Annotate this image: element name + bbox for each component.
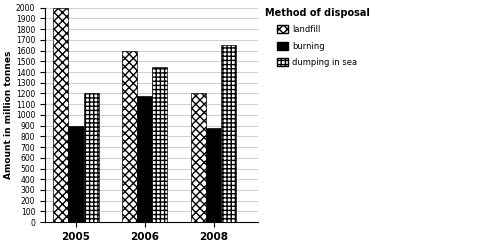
Bar — [152, 67, 167, 222]
Bar — [137, 96, 152, 222]
Bar — [84, 93, 98, 222]
Bar — [205, 128, 221, 222]
Legend: landfill, burning, dumping in sea: landfill, burning, dumping in sea — [264, 8, 369, 67]
Bar — [221, 45, 236, 222]
Bar — [53, 8, 68, 222]
Bar — [122, 51, 137, 222]
Bar — [191, 93, 205, 222]
Bar — [68, 126, 84, 222]
Y-axis label: Amount in million tonnes: Amount in million tonnes — [4, 51, 13, 179]
